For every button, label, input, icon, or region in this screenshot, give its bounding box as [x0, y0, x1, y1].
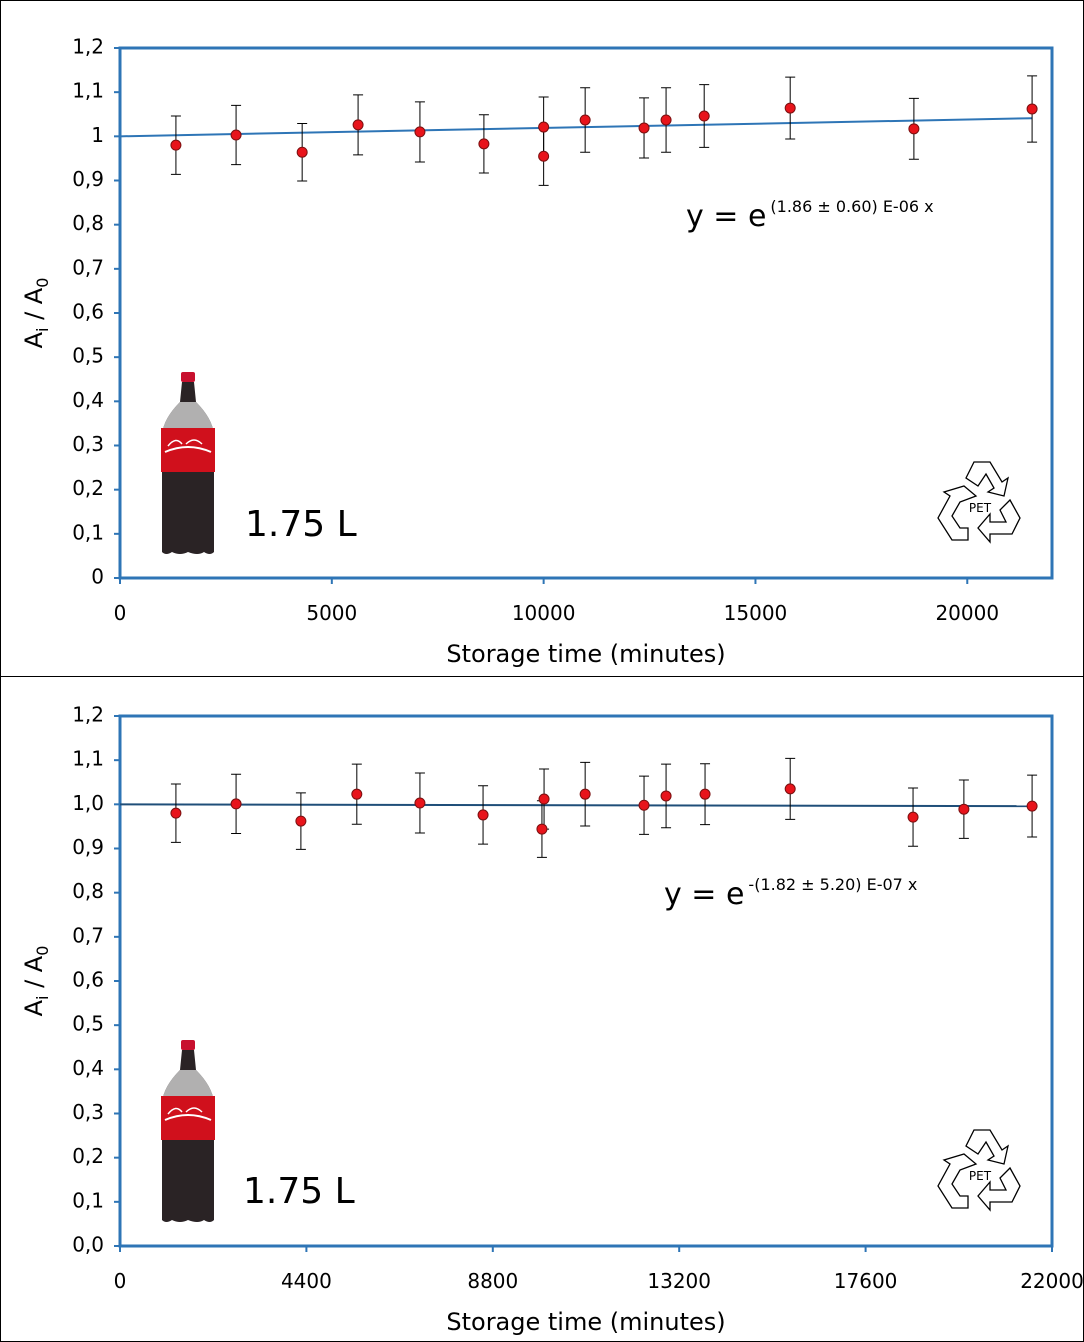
- y-tick-label: 1: [91, 123, 104, 147]
- y-tick-label: 0,9: [72, 835, 104, 859]
- x-tick-label: 0: [114, 1269, 127, 1293]
- x-axis-label: Storage time (minutes): [446, 640, 725, 668]
- y-tick-label: 0,4: [72, 1056, 104, 1080]
- data-point: [414, 126, 426, 138]
- x-tick-label: 13200: [647, 1269, 711, 1293]
- data-point: [352, 119, 364, 131]
- equation-exponent: (1.86 ± 0.60) E-06 x: [770, 197, 933, 216]
- y-tick-label: 0,7: [72, 923, 104, 947]
- data-point: [230, 129, 242, 141]
- icon-label: PET: [969, 501, 992, 515]
- y-tick-label: 0,8: [72, 879, 104, 903]
- x-tick-label: 10000: [512, 601, 576, 625]
- y-axis-label-part: A: [20, 999, 48, 1016]
- y-tick-label: 0,1: [72, 1188, 104, 1212]
- annotation: 1.75 L: [243, 1171, 355, 1212]
- x-tick-label: 15000: [724, 601, 788, 625]
- y-tick-label: 1,1: [72, 79, 104, 103]
- data-point: [660, 790, 672, 802]
- annotation: 1.75 L: [245, 504, 357, 545]
- data-point: [478, 138, 490, 150]
- x-tick-label: 22000: [1020, 1269, 1084, 1293]
- data-point: [170, 807, 182, 819]
- data-point: [784, 102, 796, 114]
- y-tick-label: 1,2: [72, 35, 104, 59]
- y-tick-label: 0,6: [72, 300, 104, 324]
- data-point: [579, 114, 591, 126]
- data-point: [784, 783, 796, 795]
- y-tick-label: 0,2: [72, 476, 104, 500]
- x-tick-label: 4400: [281, 1269, 332, 1293]
- data-point: [477, 809, 489, 821]
- y-tick-label: 1,0: [72, 791, 104, 815]
- data-point: [230, 798, 242, 810]
- data-point: [295, 815, 307, 827]
- data-point: [638, 122, 650, 134]
- y-tick-label: 0,2: [72, 1144, 104, 1168]
- y-axis-label-part: i: [33, 328, 52, 332]
- panel-border: [0, 0, 1084, 677]
- y-axis-label-part: 0: [33, 946, 52, 956]
- y-tick-label: 0: [91, 565, 104, 589]
- data-point: [908, 123, 920, 135]
- x-tick-label: 17600: [834, 1269, 898, 1293]
- data-point: [1026, 103, 1038, 115]
- bottle-image: [160, 1039, 216, 1223]
- fit-line: [119, 803, 1033, 808]
- x-tick-label: 8800: [467, 1269, 518, 1293]
- y-tick-label: 0,8: [72, 211, 104, 235]
- icon-label: PET: [969, 1169, 992, 1183]
- x-tick-label: 20000: [935, 601, 999, 625]
- y-axis-label-part: / A: [20, 955, 48, 995]
- x-tick-label: 0: [114, 601, 127, 625]
- x-axis-label: Storage time (minutes): [446, 1308, 725, 1336]
- data-point: [1026, 800, 1038, 812]
- data-point: [699, 788, 711, 800]
- panel-border: [0, 676, 1084, 1342]
- y-tick-label: 0,7: [72, 255, 104, 279]
- y-tick-label: 0,5: [72, 344, 104, 368]
- data-point: [660, 114, 672, 126]
- y-tick-label: 0,9: [72, 167, 104, 191]
- y-axis-label-part: i: [33, 996, 52, 1000]
- y-tick-label: 1,1: [72, 747, 104, 771]
- equation-exponent: -(1.82 ± 5.20) E-07 x: [748, 875, 917, 894]
- y-tick-label: 0,4: [72, 388, 104, 412]
- data-point: [414, 797, 426, 809]
- bottle-image: [160, 371, 216, 555]
- fit-line: [119, 117, 1033, 138]
- y-tick-label: 0,5: [72, 1012, 104, 1036]
- y-tick-label: 0,6: [72, 968, 104, 992]
- x-tick-label: 5000: [306, 601, 357, 625]
- y-axis-label: Ai / A0: [20, 278, 52, 349]
- equation-base: y = e: [664, 877, 744, 912]
- equation: y = e -(1.82 ± 5.20) E-07 x: [664, 875, 917, 912]
- data-point: [958, 803, 970, 815]
- data-point: [536, 823, 548, 835]
- y-tick-label: 0,3: [72, 432, 104, 456]
- data-point: [296, 146, 308, 158]
- y-axis-label-part: A: [20, 331, 48, 348]
- y-axis-label: Ai / A0: [20, 946, 52, 1017]
- data-point: [638, 799, 650, 811]
- data-point: [698, 110, 710, 122]
- y-tick-label: 0,3: [72, 1100, 104, 1124]
- y-axis-label-part: / A: [20, 287, 48, 327]
- data-point: [538, 793, 550, 805]
- data-point: [579, 788, 591, 800]
- y-tick-label: 0,0: [72, 1233, 104, 1257]
- data-point: [351, 788, 363, 800]
- data-point: [538, 121, 550, 133]
- data-point: [538, 150, 550, 162]
- equation: y = e (1.86 ± 0.60) E-06 x: [686, 197, 934, 234]
- data-point: [170, 139, 182, 151]
- equation-base: y = e: [686, 199, 766, 234]
- y-tick-label: 0,1: [72, 520, 104, 544]
- data-point: [907, 811, 919, 823]
- y-axis-label-part: 0: [33, 278, 52, 288]
- y-tick-label: 1,2: [72, 703, 104, 727]
